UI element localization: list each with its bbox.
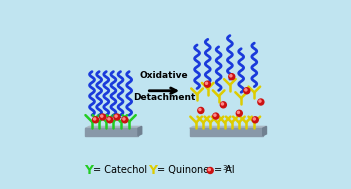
Text: = Catechol: = Catechol — [93, 166, 147, 175]
Polygon shape — [190, 128, 263, 136]
Circle shape — [208, 169, 210, 171]
Text: 3+: 3+ — [222, 165, 232, 171]
Circle shape — [207, 167, 213, 174]
Text: Y: Y — [84, 164, 93, 177]
Circle shape — [115, 115, 117, 117]
Circle shape — [122, 117, 128, 123]
Polygon shape — [190, 126, 266, 128]
Circle shape — [107, 117, 113, 123]
Circle shape — [236, 110, 242, 116]
Circle shape — [237, 111, 239, 113]
Circle shape — [93, 117, 99, 123]
Circle shape — [245, 89, 247, 91]
Circle shape — [199, 108, 201, 111]
Text: = Quinone: = Quinone — [157, 166, 209, 175]
Text: Y: Y — [148, 164, 157, 177]
Circle shape — [220, 102, 226, 108]
Circle shape — [221, 103, 224, 105]
Circle shape — [253, 118, 256, 120]
Circle shape — [123, 118, 125, 120]
Circle shape — [100, 114, 106, 120]
Circle shape — [214, 114, 216, 116]
Polygon shape — [263, 126, 266, 136]
Circle shape — [101, 115, 103, 117]
Polygon shape — [138, 126, 142, 136]
Text: Detachment: Detachment — [133, 93, 196, 102]
Circle shape — [205, 82, 207, 84]
Circle shape — [258, 99, 264, 105]
Circle shape — [204, 81, 210, 87]
Circle shape — [229, 74, 235, 80]
Circle shape — [213, 113, 219, 119]
Text: = Al: = Al — [214, 166, 235, 175]
Circle shape — [252, 117, 258, 123]
Circle shape — [259, 100, 261, 102]
Text: Oxidative: Oxidative — [140, 71, 188, 81]
Circle shape — [114, 114, 120, 120]
Polygon shape — [85, 126, 142, 128]
Circle shape — [244, 88, 250, 94]
Circle shape — [94, 118, 96, 120]
Circle shape — [108, 118, 110, 120]
Circle shape — [198, 107, 204, 113]
Polygon shape — [85, 128, 138, 136]
Circle shape — [230, 75, 232, 77]
